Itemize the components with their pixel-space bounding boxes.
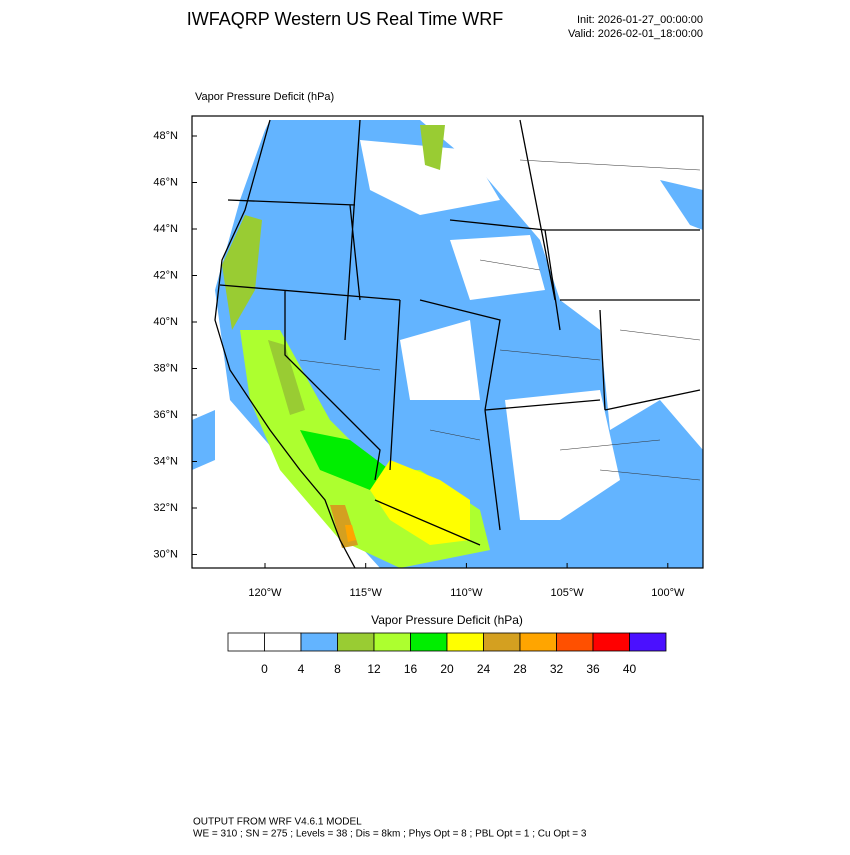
vpd-field xyxy=(300,430,390,490)
valid-time: Valid: 2026-02-01_18:00:00 xyxy=(568,28,703,40)
map-title: Vapor Pressure Deficit (hPa) xyxy=(195,91,334,103)
ocean xyxy=(192,116,270,330)
lat-label: 48°N xyxy=(153,130,178,142)
lat-label: 38°N xyxy=(153,362,178,374)
colorbar-box xyxy=(264,632,302,652)
colorbar-box xyxy=(227,632,265,652)
colorbar: 0 4 8 12 16 20 24 28 32 36 40 xyxy=(227,632,667,676)
lon-label: 105°W xyxy=(551,587,585,599)
colorbar-label: 28 xyxy=(513,662,527,676)
map-frame xyxy=(191,115,704,569)
lat-label: 30°N xyxy=(153,548,178,560)
lat-label: 40°N xyxy=(153,316,178,328)
colorbar-box xyxy=(337,632,375,652)
vpd-field xyxy=(345,525,356,542)
colorbar-box xyxy=(556,632,594,652)
vpd-field xyxy=(360,140,500,215)
lat-label: 32°N xyxy=(153,502,178,514)
colorbar-label: 36 xyxy=(586,662,600,676)
colorbar-label: 12 xyxy=(367,662,381,676)
ocean xyxy=(192,470,330,568)
colorbar-title: Vapor Pressure Deficit (hPa) xyxy=(371,613,523,627)
colorbar-box xyxy=(483,632,521,652)
colorbar-label: 4 xyxy=(298,662,305,676)
lat-label: 42°N xyxy=(153,269,178,281)
lon-label: 115°W xyxy=(350,587,383,599)
lat-label: 44°N xyxy=(153,223,178,235)
vpd-field xyxy=(450,235,545,300)
lon-label: 120°W xyxy=(248,587,282,599)
colorbar-label: 40 xyxy=(623,662,637,676)
colorbar-box xyxy=(446,632,484,652)
lon-label: 110°W xyxy=(450,587,483,599)
vpd-field xyxy=(660,180,703,230)
colorbar-box xyxy=(373,632,411,652)
colorbar-box xyxy=(592,632,630,652)
vpd-field xyxy=(192,410,215,470)
colorbar-label: 0 xyxy=(261,662,268,676)
coastline xyxy=(214,119,356,568)
footer: OUTPUT FROM WRF V4.6.1 MODEL xyxy=(193,817,362,828)
county-lines xyxy=(299,159,701,481)
colorbar-label: 16 xyxy=(404,662,418,676)
vpd-field xyxy=(420,125,445,170)
colorbar-box xyxy=(519,632,557,652)
lat-label: 46°N xyxy=(153,176,178,188)
init-time: Init: 2026-01-27_00:00:00 xyxy=(577,14,703,26)
vpd-field xyxy=(268,340,305,415)
footer: WE = 310 ; SN = 275 ; Levels = 38 ; Dis … xyxy=(193,829,587,840)
colorbar-box xyxy=(300,632,338,652)
colorbar-box xyxy=(410,632,448,652)
colorbar-box xyxy=(629,632,667,652)
lat-label: 36°N xyxy=(153,409,178,421)
vpd-field xyxy=(370,460,470,545)
lat-label: 34°N xyxy=(153,455,178,467)
state-border xyxy=(219,119,701,546)
colorbar-label: 20 xyxy=(440,662,454,676)
lon-label: 100°W xyxy=(651,587,685,599)
colorbar-label: 8 xyxy=(334,662,341,676)
title: IWFAQRP Western US Real Time WRF xyxy=(187,9,503,29)
vpd-field xyxy=(222,215,262,330)
vpd-field xyxy=(400,320,480,400)
vpd-field xyxy=(505,390,620,520)
map xyxy=(191,115,704,569)
colorbar-label: 32 xyxy=(550,662,564,676)
colorbar-label: 24 xyxy=(477,662,491,676)
